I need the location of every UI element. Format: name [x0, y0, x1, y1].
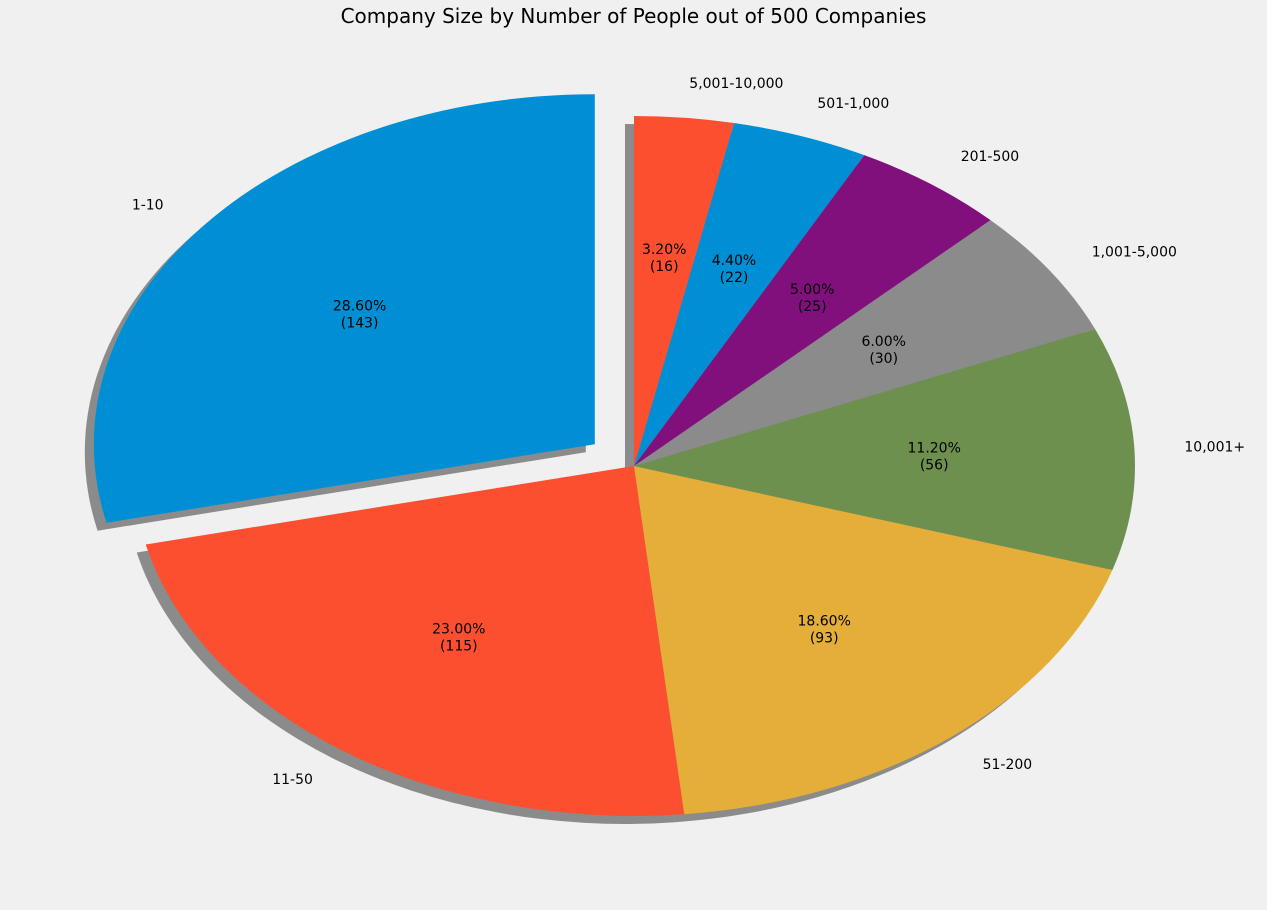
pie-slice-layer	[93, 94, 1136, 816]
slice-value-label-10-001: 11.20% (56)	[908, 440, 961, 473]
pie-slice-10-001	[634, 329, 1136, 570]
pie-slice-1-10	[93, 94, 595, 523]
slice-category-label-51-200: 51-200	[983, 757, 1033, 773]
slice-category-label-11-50: 11-50	[272, 772, 313, 788]
slice-value-label-5-001-10-000: 3.20% (16)	[642, 242, 686, 275]
pie-slice-1-001-5-000	[634, 220, 1096, 466]
pie-slice-501-1-000	[634, 123, 865, 467]
slice-category-label-10-001: 10,001+	[1184, 440, 1245, 456]
slice-value-label-501-1-000: 4.40% (22)	[712, 253, 756, 286]
slice-category-label-501-1-000: 501-1,000	[817, 96, 889, 112]
slice-category-label-1-001-5-000: 1,001-5,000	[1092, 245, 1177, 261]
slice-category-label-5-001-10-000: 5,001-10,000	[689, 76, 783, 92]
slice-category-label-201-500: 201-500	[961, 149, 1020, 165]
slice-category-label-1-10: 1-10	[132, 197, 164, 213]
slice-value-label-1-001-5-000: 6.00% (30)	[861, 334, 905, 367]
slice-value-label-1-10: 28.60% (143)	[333, 298, 386, 331]
pie-slice-11-50	[145, 466, 685, 816]
slice-value-label-51-200: 18.60% (93)	[798, 614, 851, 647]
pie-label-layer: 28.60% (143) 1-10 23.00% (115) 11-50 18.60% (93…	[132, 76, 1245, 788]
pie-slice-201-500	[634, 155, 991, 466]
pie-slice-51-200	[634, 466, 1113, 815]
slice-value-label-201-500: 5.00% (25)	[790, 282, 834, 315]
pie-slice-5-001-10-000	[634, 116, 735, 466]
slice-value-label-11-50: 23.00% (115)	[432, 622, 485, 655]
chart-title: Company Size by Number of People out of …	[340, 4, 927, 28]
